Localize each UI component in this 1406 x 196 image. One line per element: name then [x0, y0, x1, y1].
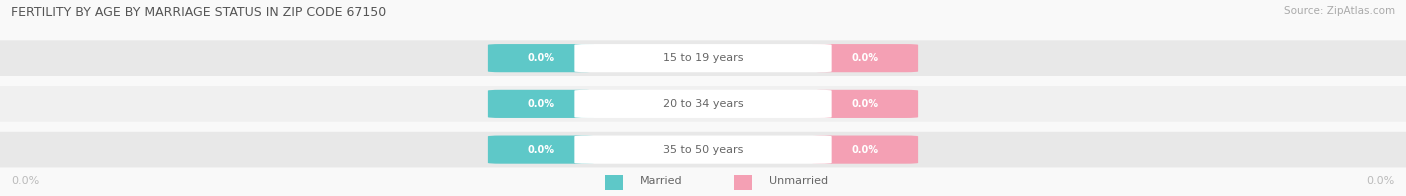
Text: 0.0%: 0.0%	[852, 99, 879, 109]
Text: 20 to 34 years: 20 to 34 years	[662, 99, 744, 109]
FancyBboxPatch shape	[813, 90, 918, 118]
Text: Married: Married	[640, 176, 683, 186]
FancyBboxPatch shape	[0, 132, 1406, 167]
FancyBboxPatch shape	[734, 175, 752, 190]
FancyBboxPatch shape	[575, 44, 832, 72]
FancyBboxPatch shape	[575, 135, 832, 164]
Text: 0.0%: 0.0%	[527, 145, 554, 155]
Text: 0.0%: 0.0%	[1367, 176, 1395, 186]
Text: 0.0%: 0.0%	[527, 99, 554, 109]
FancyBboxPatch shape	[575, 90, 832, 118]
FancyBboxPatch shape	[0, 86, 1406, 122]
Text: Source: ZipAtlas.com: Source: ZipAtlas.com	[1284, 6, 1395, 16]
Text: 0.0%: 0.0%	[852, 53, 879, 63]
Text: FERTILITY BY AGE BY MARRIAGE STATUS IN ZIP CODE 67150: FERTILITY BY AGE BY MARRIAGE STATUS IN Z…	[11, 6, 387, 19]
Text: 35 to 50 years: 35 to 50 years	[662, 145, 744, 155]
Text: 0.0%: 0.0%	[527, 53, 554, 63]
Text: 0.0%: 0.0%	[852, 145, 879, 155]
FancyBboxPatch shape	[605, 175, 623, 190]
FancyBboxPatch shape	[488, 44, 593, 72]
FancyBboxPatch shape	[813, 44, 918, 72]
Text: 0.0%: 0.0%	[11, 176, 39, 186]
Text: 15 to 19 years: 15 to 19 years	[662, 53, 744, 63]
FancyBboxPatch shape	[813, 135, 918, 164]
FancyBboxPatch shape	[488, 90, 593, 118]
Text: Unmarried: Unmarried	[769, 176, 828, 186]
FancyBboxPatch shape	[0, 40, 1406, 76]
FancyBboxPatch shape	[488, 135, 593, 164]
